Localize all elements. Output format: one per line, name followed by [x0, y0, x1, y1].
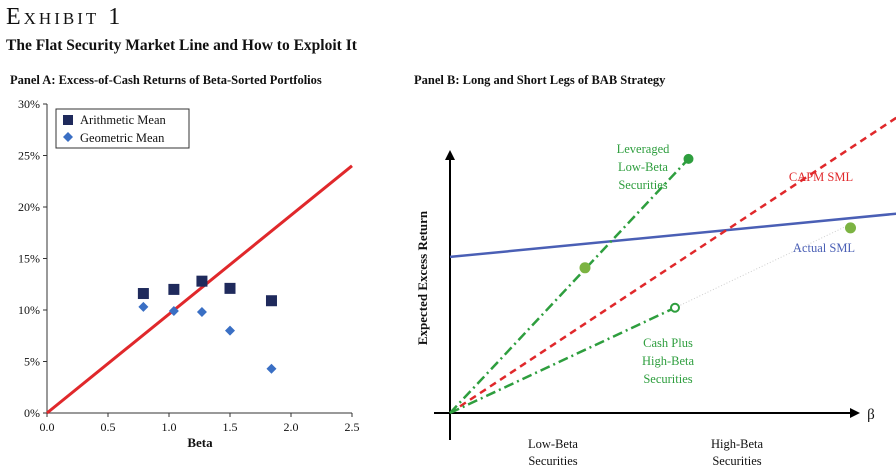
- capm-sml-line: [449, 116, 896, 415]
- high-beta-axis-label: Securities: [712, 454, 761, 468]
- legend: [55, 108, 190, 149]
- capm-sml-label: CAPM SML: [789, 170, 853, 184]
- panel-a-x-label: Beta: [187, 435, 213, 450]
- x-tick-label: 1.0: [162, 420, 177, 434]
- cash-high-beta-extension: [674, 223, 851, 309]
- y-tick-label: 15%: [18, 252, 40, 266]
- panel-a-title: Panel A: Excess-of-Cash Returns of Beta-…: [10, 73, 322, 87]
- x-tick-label: 0.0: [40, 420, 55, 434]
- y-tick-label: 10%: [18, 303, 40, 317]
- y-tick-label: 5%: [24, 355, 40, 369]
- leveraged-label: Securities: [618, 178, 667, 192]
- low-beta-axis-label: Low-Beta: [528, 437, 578, 451]
- panel-a-chart: 0% 5% 10% 15% 20% 25% 30% 0.0 0.5 1.0 1.5 2.0 2.5 B…: [18, 97, 360, 450]
- legend-arithmetic-label: Arithmetic Mean: [80, 113, 166, 127]
- geometric-mean-point: [196, 307, 207, 318]
- cash-high-beta-line: [449, 306, 676, 415]
- cash-plus-label: Securities: [643, 372, 692, 386]
- exhibit-subtitle: The Flat Security Market Line and How to…: [6, 37, 357, 54]
- exhibit-title: Exhibit 1: [6, 4, 124, 30]
- x-tick-label: 0.5: [101, 420, 116, 434]
- legend-geometric-marker: [63, 132, 73, 142]
- arithmetic-mean-point: [196, 275, 208, 287]
- beta-axis-label: β: [867, 407, 875, 423]
- actual-sml-line: [449, 212, 896, 259]
- arithmetic-mean-point: [137, 288, 149, 300]
- geometric-mean-point: [266, 363, 277, 374]
- high-beta-axis-label: High-Beta: [711, 437, 764, 451]
- cash-plus-label: High-Beta: [642, 354, 695, 368]
- geometric-mean-point: [138, 301, 149, 312]
- panel-b-y-label: Expected Excess Return: [415, 210, 430, 345]
- geometric-mean-point: [225, 325, 235, 336]
- sml-security-point: [579, 262, 591, 274]
- legend-arithmetic-marker: [63, 115, 73, 125]
- low-beta-axis-label: Securities: [528, 454, 577, 468]
- leveraged-label: Leveraged: [617, 142, 670, 156]
- cash-plus-label: Cash Plus: [643, 336, 693, 350]
- y-tick-label: 30%: [18, 97, 40, 111]
- legend-geometric-label: Geometric Mean: [80, 131, 165, 145]
- arithmetic-mean-point: [265, 295, 277, 307]
- panel-b-chart: β Expected Excess Return Leveraged Low-Be…: [415, 116, 896, 468]
- y-tick-label: 25%: [18, 149, 40, 163]
- y-tick-label: 0%: [24, 406, 40, 420]
- x-tick-label: 2.0: [284, 420, 299, 434]
- leveraged-low-beta-line: [449, 158, 690, 414]
- capm-line: [46, 164, 353, 415]
- geometric-mean-point: [168, 306, 179, 317]
- actual-sml-label: Actual SML: [793, 241, 855, 255]
- x-tick-label: 2.5: [345, 420, 360, 434]
- leveraged-endpoint: [683, 153, 694, 164]
- panel-b-title: Panel B: Long and Short Legs of BAB Stra…: [414, 73, 666, 87]
- leveraged-label: Low-Beta: [618, 160, 668, 174]
- arithmetic-mean-point: [168, 283, 180, 295]
- x-tick-label: 1.5: [223, 420, 238, 434]
- cash-endpoint: [670, 302, 680, 313]
- arithmetic-mean-point: [224, 282, 236, 294]
- y-tick-label: 20%: [18, 200, 40, 214]
- sml-security-point: [845, 222, 856, 234]
